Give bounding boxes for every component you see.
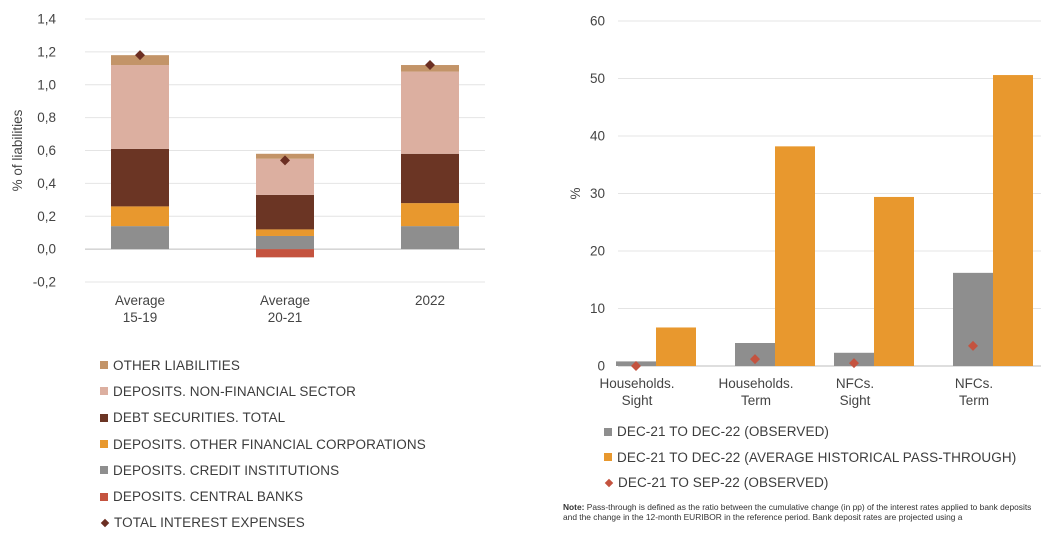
legend-label: DEC-21 TO DEC-22 (OBSERVED) bbox=[617, 424, 830, 440]
historical-pass-through-bar bbox=[775, 146, 815, 366]
x-tick-label: Households. bbox=[718, 376, 793, 391]
bar-segment bbox=[256, 249, 314, 258]
bar-segment bbox=[401, 226, 459, 250]
bar-segment bbox=[401, 203, 459, 227]
y-tick-label: 40 bbox=[590, 129, 605, 144]
historical-pass-through-bar bbox=[993, 75, 1033, 367]
left-stacked-bar-chart: -0,2 0,0 0,2 0,4 0,6 0,8 1,0 1,2 1,4 % of liabili… bbox=[10, 12, 485, 325]
y-tick-label: 0 bbox=[597, 359, 605, 374]
bar-segment bbox=[111, 65, 169, 149]
y-tick-label: 0,6 bbox=[37, 143, 56, 158]
y-tick-label: 1,2 bbox=[37, 44, 56, 59]
historical-pass-through-bar bbox=[874, 196, 914, 366]
sep-observed-marker bbox=[968, 340, 978, 351]
legend-label: DEPOSITS. CENTRAL BANKS bbox=[113, 489, 304, 505]
sep-observed-marker bbox=[750, 354, 760, 365]
legend-item: DEC-21 TO SEP-22 (OBSERVED) bbox=[604, 470, 1016, 496]
x-tick-label: 15-19 bbox=[123, 310, 158, 325]
x-tick-label: Average bbox=[260, 293, 310, 308]
legend-swatch bbox=[100, 492, 108, 501]
chart-note: Note: Pass-through is defined as the rat… bbox=[563, 502, 1041, 522]
x-tick-label: Term bbox=[959, 393, 989, 408]
legend-diamond-icon bbox=[100, 518, 110, 528]
bar-segment bbox=[111, 226, 169, 250]
y-tick-label: -0,2 bbox=[33, 275, 56, 290]
legend-label: TOTAL INTEREST EXPENSES bbox=[114, 515, 305, 531]
bar-segment bbox=[401, 153, 459, 204]
bar-segment bbox=[256, 194, 314, 230]
bar-segment bbox=[256, 235, 314, 250]
legend-label: OTHER LIABILITIES bbox=[113, 357, 240, 373]
legend-label: DEBT SECURITIES. TOTAL bbox=[113, 410, 286, 426]
x-tick-label: Term bbox=[741, 393, 771, 408]
x-tick-label: Average bbox=[115, 293, 165, 308]
y-tick-label: 0,0 bbox=[37, 242, 56, 257]
y-axis-label: % bbox=[568, 187, 583, 199]
bar-segment bbox=[111, 148, 169, 207]
bar-segment bbox=[256, 229, 314, 236]
x-tick-label: 20-21 bbox=[268, 310, 303, 325]
legend-label: DEC-21 TO DEC-22 (AVERAGE HISTORICAL PAS… bbox=[617, 449, 1017, 465]
x-tick-label: Sight bbox=[840, 393, 871, 408]
legend-item: DEC-21 TO DEC-22 (OBSERVED) bbox=[604, 419, 1016, 445]
right-pass-through-bar-chart: 0 10 20 30 40 50 60% Households. Sight Households… bbox=[568, 14, 1041, 408]
y-tick-label: 20 bbox=[590, 244, 605, 259]
historical-pass-through-bar bbox=[656, 327, 696, 366]
total-interest-marker bbox=[425, 60, 435, 71]
legend-swatch bbox=[100, 466, 108, 475]
legend-swatch bbox=[604, 427, 612, 436]
x-tick-label: 2022 bbox=[415, 293, 445, 308]
note-text: Pass-through is defined as the ratio bet… bbox=[563, 502, 1032, 522]
x-tick-label: NFCs. bbox=[836, 376, 874, 391]
sep-observed-marker bbox=[849, 358, 859, 369]
legend-swatch bbox=[100, 387, 108, 396]
y-tick-label: 0,2 bbox=[37, 209, 56, 224]
legend-item: DEPOSITS. CREDIT INSTITUTIONS bbox=[100, 457, 426, 483]
left-legend: OTHER LIABILITIES DEPOSITS. NON-FINANCIAL… bbox=[100, 352, 426, 536]
x-tick-label: Households. bbox=[599, 376, 674, 391]
sep-observed-marker bbox=[631, 361, 641, 371]
legend-diamond-icon bbox=[604, 478, 614, 487]
legend-item: DEPOSITS. OTHER FINANCIAL CORPORATIONS bbox=[100, 431, 426, 457]
legend-item: DEPOSITS. NON-FINANCIAL SECTOR bbox=[100, 378, 426, 404]
y-tick-label: 1,4 bbox=[37, 12, 56, 27]
y-tick-label: 60 bbox=[590, 14, 605, 29]
bar-segment bbox=[401, 71, 459, 154]
observed-bar bbox=[953, 272, 993, 366]
total-interest-marker bbox=[135, 50, 145, 61]
legend-item: DEPOSITS. CENTRAL BANKS bbox=[100, 483, 426, 509]
y-tick-label: 50 bbox=[590, 71, 605, 86]
legend-swatch bbox=[100, 440, 108, 449]
right-legend: DEC-21 TO DEC-22 (OBSERVED) DEC-21 TO DEC… bbox=[604, 419, 1016, 496]
x-tick-label: NFCs. bbox=[955, 376, 993, 391]
legend-swatch bbox=[604, 453, 612, 462]
legend-label: DEPOSITS. OTHER FINANCIAL CORPORATIONS bbox=[113, 436, 426, 452]
y-tick-label: 0,8 bbox=[37, 110, 56, 125]
legend-item: DEC-21 TO DEC-22 (AVERAGE HISTORICAL PAS… bbox=[604, 445, 1016, 471]
legend-label: DEPOSITS. CREDIT INSTITUTIONS bbox=[113, 462, 340, 478]
legend-label: DEC-21 TO SEP-22 (OBSERVED) bbox=[618, 475, 829, 491]
y-tick-label: 1,0 bbox=[37, 77, 56, 92]
bar-segment bbox=[111, 206, 169, 227]
y-tick-label: 30 bbox=[590, 186, 605, 201]
total-interest-marker bbox=[280, 155, 290, 166]
legend-item: TOTAL INTEREST EXPENSES bbox=[100, 510, 426, 536]
legend-item: DEBT SECURITIES. TOTAL bbox=[100, 405, 426, 431]
legend-item: OTHER LIABILITIES bbox=[100, 352, 426, 378]
x-tick-label: Sight bbox=[622, 393, 653, 408]
legend-swatch bbox=[100, 361, 108, 370]
y-tick-label: 10 bbox=[590, 301, 605, 316]
legend-label: DEPOSITS. NON-FINANCIAL SECTOR bbox=[113, 383, 357, 399]
note-label: Note: bbox=[563, 502, 585, 512]
legend-swatch bbox=[100, 413, 108, 422]
y-tick-label: 0,4 bbox=[37, 176, 56, 191]
y-axis-label: % of liabilities bbox=[10, 109, 25, 191]
